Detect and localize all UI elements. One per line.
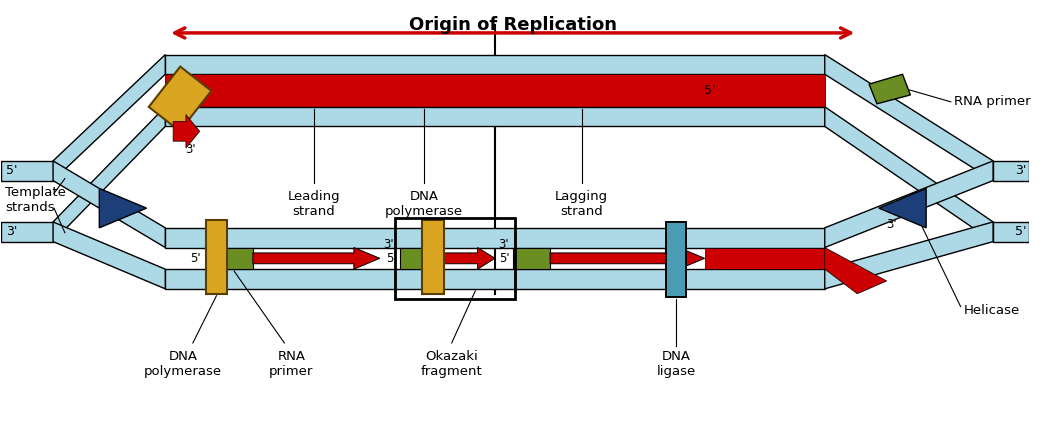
Polygon shape: [825, 55, 993, 181]
Bar: [993, 222, 1028, 242]
Text: RNA
primer: RNA primer: [269, 350, 313, 378]
Text: 5': 5': [499, 252, 509, 265]
Text: 5': 5': [1015, 225, 1026, 238]
Text: Origin of Replication: Origin of Replication: [408, 16, 617, 34]
Text: 5': 5': [704, 84, 715, 97]
Polygon shape: [148, 67, 211, 131]
Bar: [165, 107, 825, 126]
Polygon shape: [253, 248, 380, 269]
Text: Leading
strand: Leading strand: [287, 191, 340, 218]
Bar: [670, 222, 682, 297]
Bar: [215, 248, 253, 269]
Polygon shape: [825, 248, 886, 294]
Bar: [666, 222, 686, 297]
Polygon shape: [869, 74, 910, 104]
Polygon shape: [99, 188, 146, 228]
Polygon shape: [437, 248, 495, 269]
Polygon shape: [550, 248, 705, 269]
Polygon shape: [167, 87, 204, 126]
Text: DNA
polymerase: DNA polymerase: [385, 191, 464, 218]
Bar: [206, 220, 228, 294]
Bar: [422, 220, 444, 294]
Polygon shape: [53, 107, 165, 242]
Text: Helicase: Helicase: [964, 304, 1020, 317]
Polygon shape: [53, 161, 165, 248]
Bar: [165, 228, 825, 248]
Text: DNA
ligase: DNA ligase: [657, 350, 695, 378]
Bar: [705, 248, 825, 269]
Polygon shape: [173, 115, 199, 148]
Text: 5': 5': [190, 252, 200, 265]
Bar: [165, 55, 825, 74]
Polygon shape: [53, 55, 165, 181]
Text: 5': 5': [6, 164, 18, 177]
Bar: [165, 74, 825, 107]
Bar: [395, 218, 515, 299]
Text: 3': 3': [186, 142, 196, 155]
Text: DNA
polymerase: DNA polymerase: [144, 350, 222, 378]
Text: Lagging
strand: Lagging strand: [555, 191, 609, 218]
Polygon shape: [53, 222, 165, 289]
Bar: [513, 248, 550, 269]
Text: 5': 5': [386, 252, 397, 265]
Bar: [993, 161, 1028, 181]
Text: 3': 3': [383, 238, 394, 251]
Polygon shape: [825, 222, 993, 289]
Bar: [426, 224, 440, 290]
Text: 3': 3': [886, 218, 897, 231]
Bar: [165, 269, 825, 289]
Polygon shape: [825, 107, 993, 242]
Text: RNA primer: RNA primer: [954, 95, 1030, 108]
Polygon shape: [825, 161, 993, 248]
Text: 3': 3': [6, 225, 17, 238]
Text: 3': 3': [498, 238, 508, 251]
Bar: [1, 222, 54, 242]
Text: Template
strands: Template strands: [5, 186, 66, 214]
Bar: [400, 248, 437, 269]
Text: Okazaki
fragment: Okazaki fragment: [421, 350, 482, 378]
Bar: [1, 161, 54, 181]
Bar: [210, 224, 223, 290]
Bar: [666, 222, 686, 297]
Text: 3': 3': [1015, 164, 1026, 177]
Polygon shape: [879, 188, 926, 228]
